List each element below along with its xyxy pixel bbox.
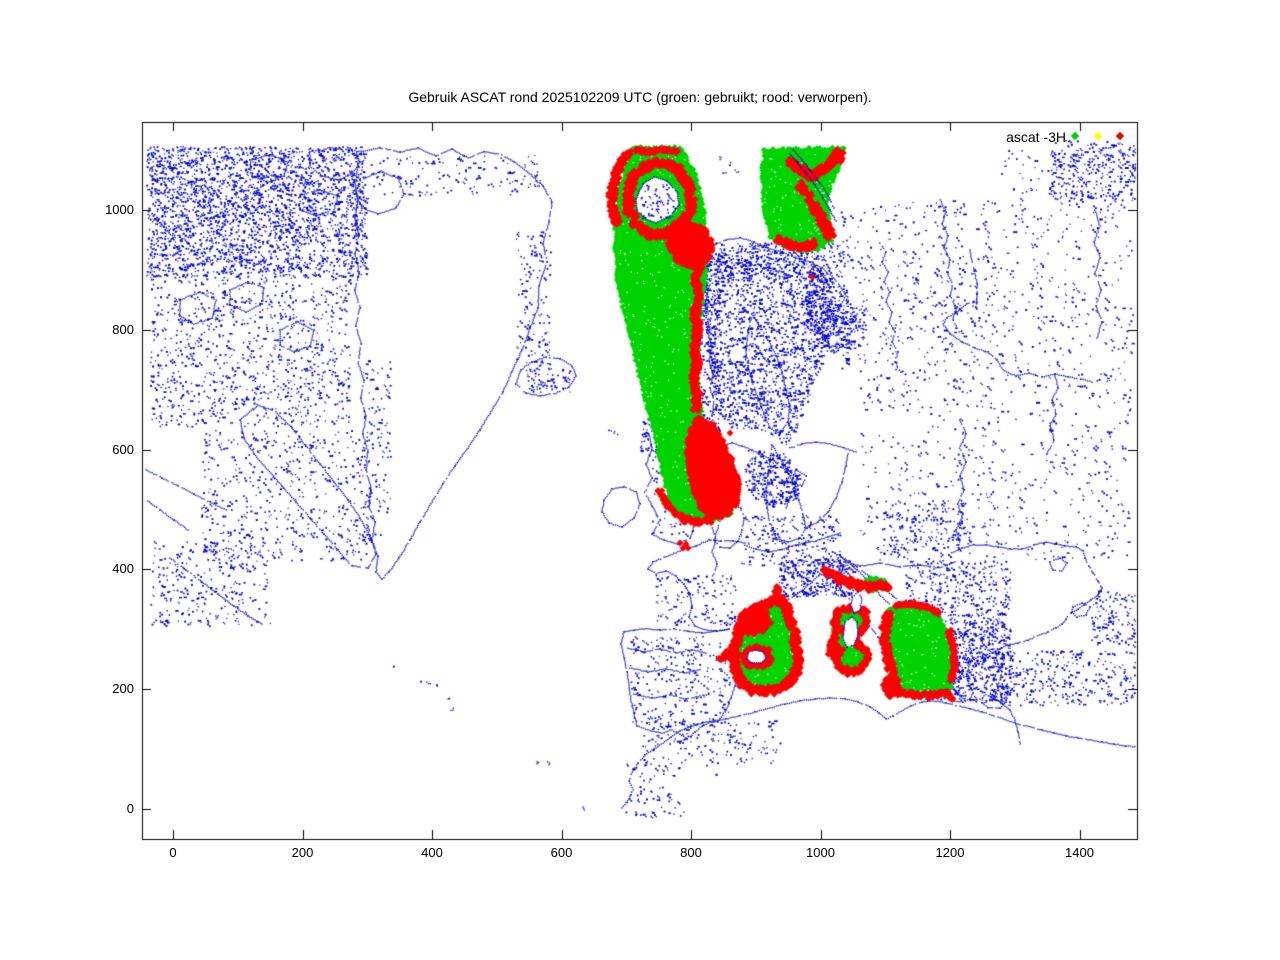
legend-series-label: ascat -3H <box>1006 129 1066 145</box>
x-tick-label: 1200 <box>935 845 965 860</box>
y-tick-label: 800 <box>112 321 134 337</box>
x-tick-label: 400 <box>421 845 443 860</box>
x-tick-label: 1000 <box>806 845 835 860</box>
x-tick-label: 200 <box>291 845 314 860</box>
x-tick-label: 0 <box>169 845 177 860</box>
y-tick-label: 400 <box>112 561 134 577</box>
y-tick-label: 200 <box>112 681 134 697</box>
y-tick-label: 1000 <box>105 202 134 217</box>
x-tick-label: 600 <box>550 845 573 860</box>
x-tick-label: 800 <box>680 845 702 860</box>
y-tick-label: 0 <box>126 801 134 816</box>
chart-title: Gebruik ASCAT rond 2025102209 UTC (groen… <box>408 89 872 105</box>
x-tick-label: 1400 <box>1065 845 1094 860</box>
y-tick-label: 600 <box>112 441 134 457</box>
